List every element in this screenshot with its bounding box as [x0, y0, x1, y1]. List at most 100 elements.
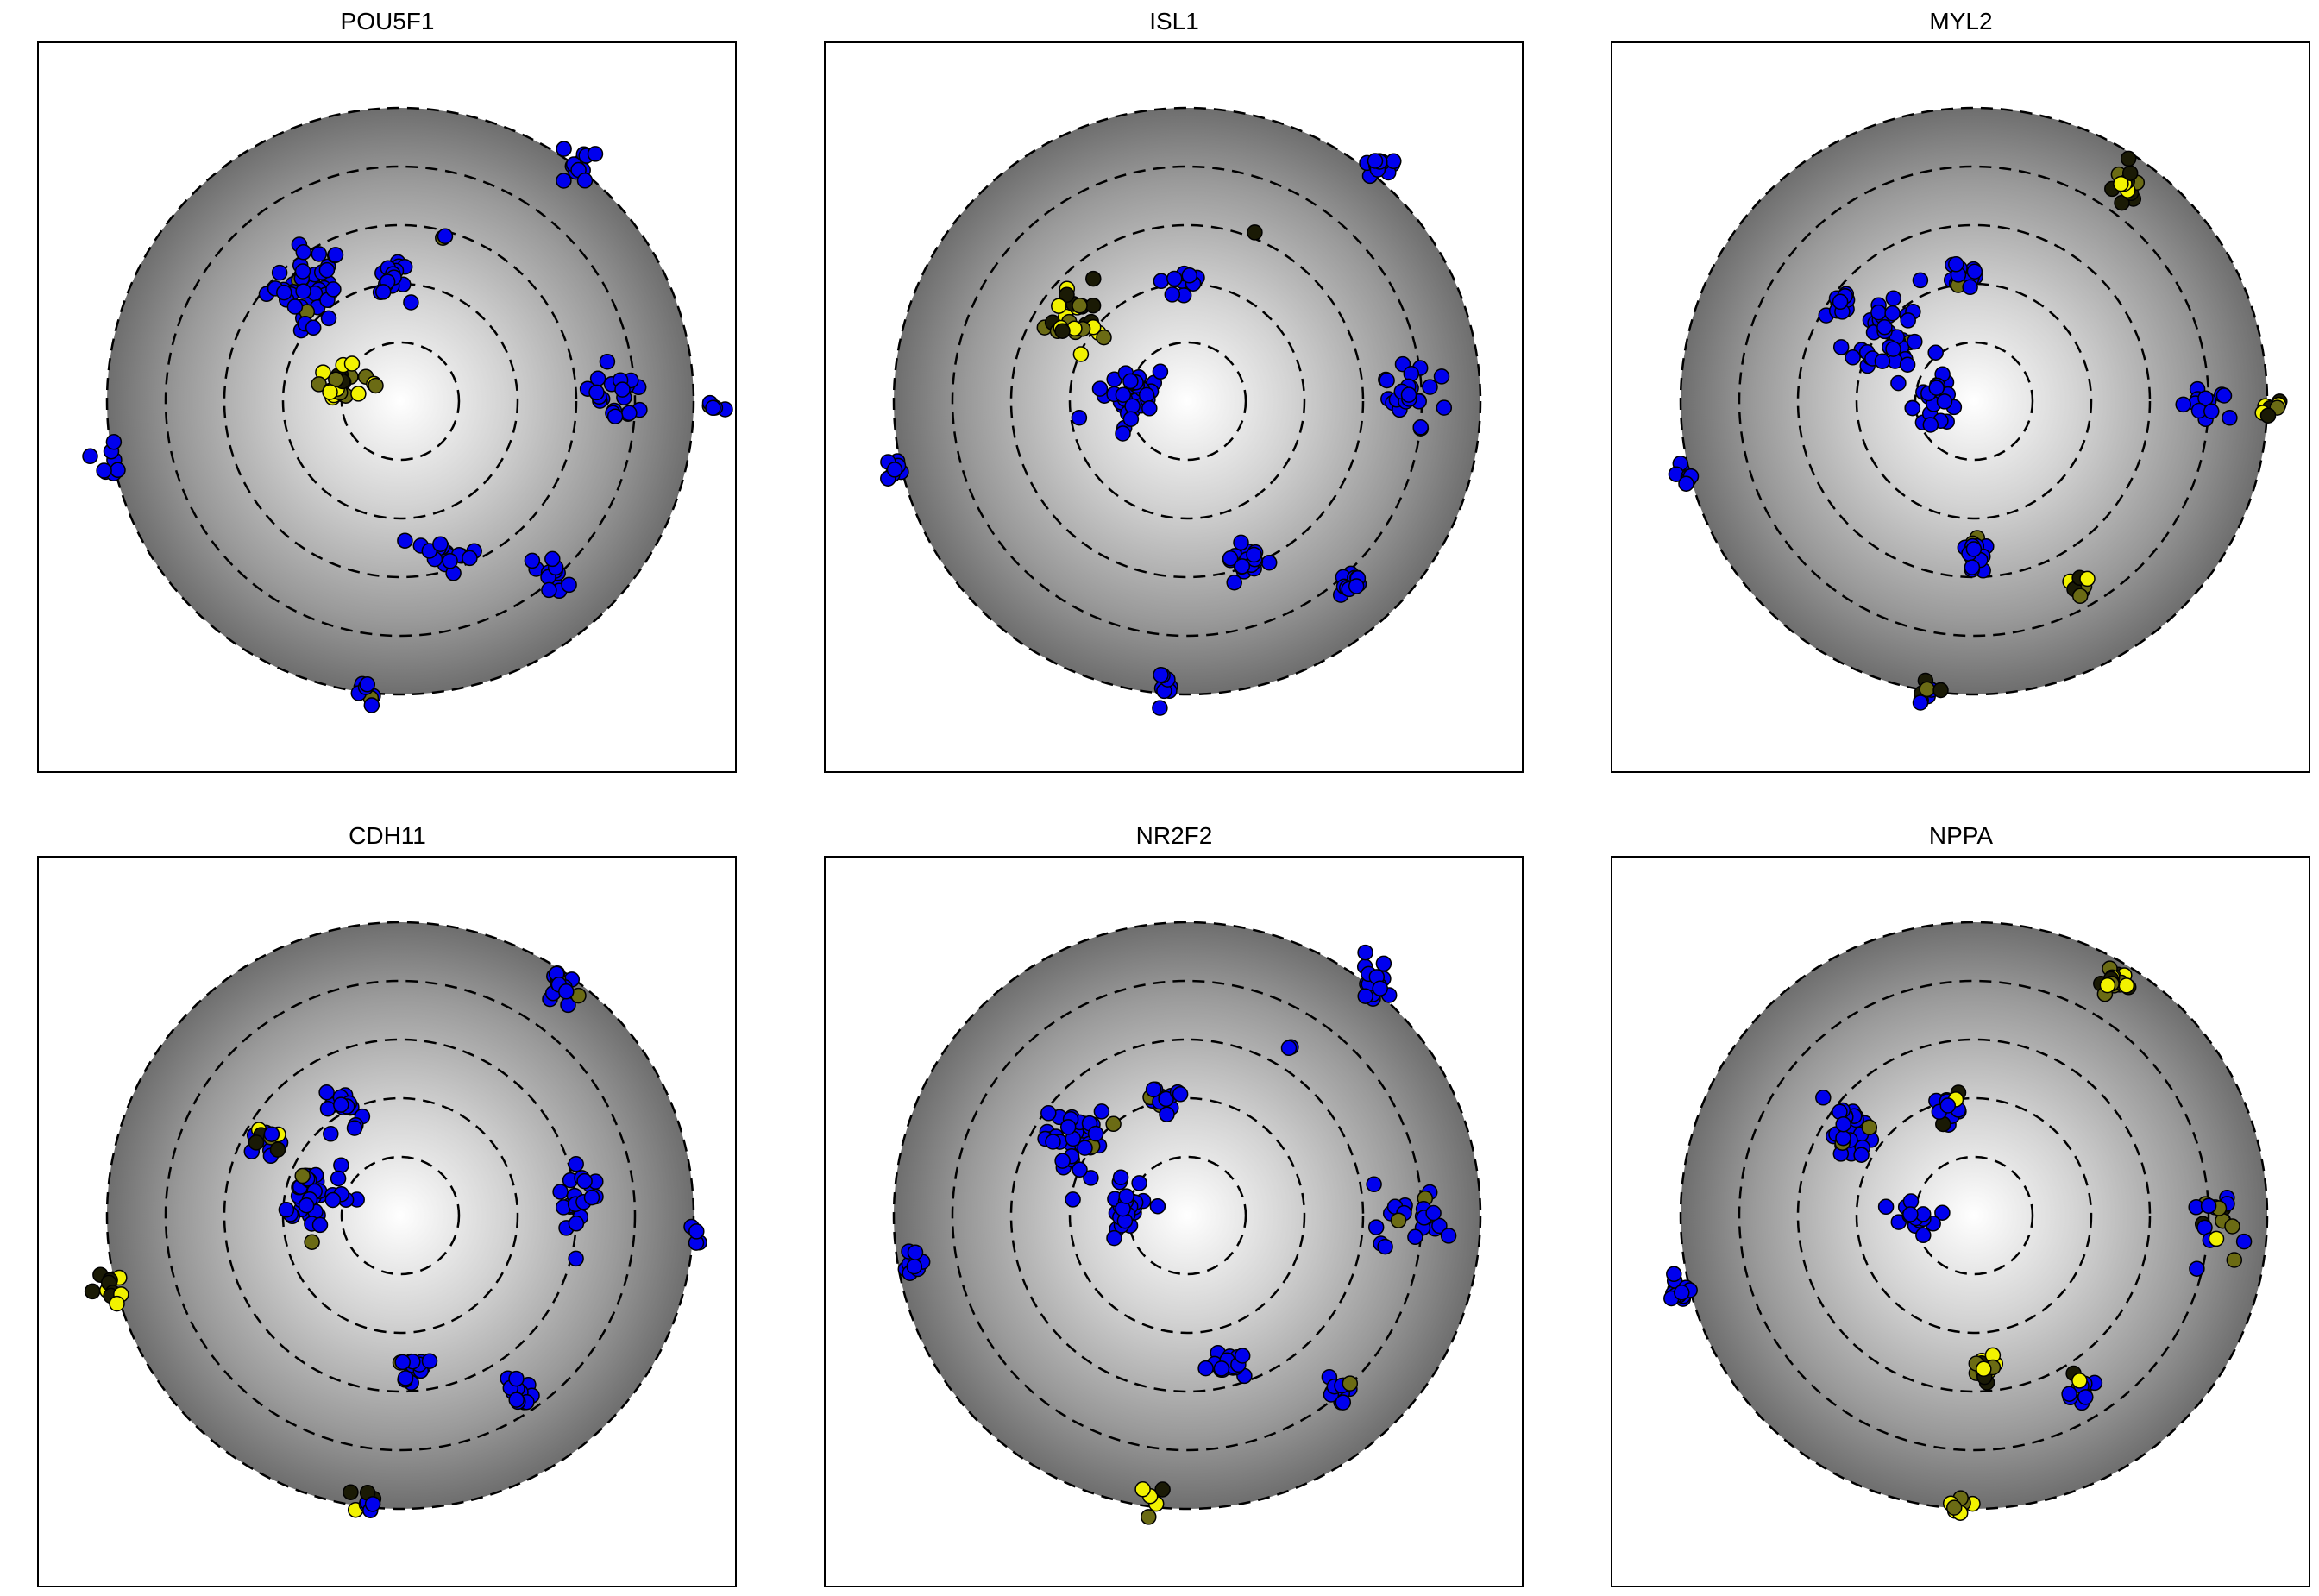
panel-title: POU5F1: [341, 8, 435, 35]
data-point: [327, 247, 344, 263]
data-point: [599, 353, 616, 370]
dashed-ring: [164, 165, 637, 638]
data-point: [544, 550, 561, 568]
data-point: [2099, 977, 2116, 994]
panel-nr2f2: [824, 856, 1524, 1587]
data-point: [330, 1170, 347, 1187]
data-point: [568, 1250, 584, 1267]
dashed-ring: [892, 921, 1482, 1511]
data-point: [1666, 1266, 1682, 1283]
data-point: [1386, 153, 1402, 170]
data-point: [2189, 1260, 2205, 1277]
data-point: [278, 1202, 295, 1218]
data-point: [1122, 411, 1140, 427]
radial-disc: [1681, 108, 2267, 694]
data-point: [397, 532, 413, 549]
data-point: [1367, 1219, 1385, 1235]
data-point: [1260, 554, 1278, 571]
data-point: [576, 1172, 593, 1190]
data-point: [403, 294, 419, 311]
data-point: [1912, 272, 1929, 289]
data-point: [343, 1484, 359, 1500]
data-point: [1246, 546, 1262, 563]
data-point: [1051, 298, 1067, 314]
data-point: [1845, 349, 1861, 366]
data-point: [1966, 263, 1983, 280]
data-point: [1936, 393, 1953, 410]
data-point: [1832, 293, 1849, 311]
data-point: [1065, 1191, 1081, 1208]
data-point: [363, 697, 380, 713]
data-point: [588, 384, 605, 401]
data-point: [432, 536, 449, 552]
data-point: [105, 434, 123, 450]
data-point: [1138, 386, 1155, 404]
data-point: [1106, 1229, 1122, 1247]
data-point: [1948, 256, 1964, 273]
data-point: [1876, 318, 1893, 336]
data-point: [1054, 1153, 1071, 1169]
data-point: [1153, 273, 1170, 290]
data-point: [1335, 1394, 1352, 1411]
data-point: [568, 1216, 585, 1232]
data-point: [1377, 1238, 1393, 1255]
data-point: [294, 1167, 311, 1184]
data-points: [82, 141, 733, 713]
data-point: [1134, 1481, 1151, 1498]
data-point: [1072, 346, 1090, 362]
data-point: [82, 448, 98, 465]
data-point: [552, 1184, 569, 1200]
data-point: [397, 1370, 414, 1386]
dashed-ring: [1855, 1096, 2093, 1335]
data-point: [1164, 286, 1181, 303]
dashed-ring: [1068, 1096, 1306, 1335]
dashed-ring: [1796, 223, 2152, 579]
data-point: [1158, 1090, 1174, 1108]
data-point: [1375, 955, 1392, 972]
data-point: [1342, 1375, 1359, 1392]
data-point: [1436, 399, 1453, 416]
data-point: [1902, 1206, 1919, 1222]
data-point: [1234, 558, 1251, 575]
data-point: [1083, 1170, 1099, 1186]
data-point: [1112, 1169, 1129, 1185]
dashed-ring: [892, 106, 1482, 696]
data-point: [421, 1353, 438, 1369]
data-point: [2113, 175, 2129, 192]
data-point: [541, 581, 557, 599]
data-point: [1096, 329, 1112, 346]
data-point: [2222, 410, 2238, 426]
data-point: [1054, 323, 1071, 339]
data-point: [556, 173, 572, 189]
data-point: [462, 550, 478, 567]
panel-title: NR2F2: [1136, 822, 1213, 849]
data-point: [1357, 944, 1373, 961]
data-point: [1077, 1140, 1093, 1156]
data-points: [897, 944, 1457, 1525]
panel-cdh11: [37, 856, 737, 1587]
data-point: [1965, 541, 1983, 557]
data-point: [2224, 1218, 2240, 1235]
data-point: [325, 281, 342, 298]
data-point: [1912, 694, 1929, 711]
data-point: [2197, 390, 2214, 406]
data-point: [1071, 409, 1088, 426]
data-point: [2079, 570, 2096, 588]
data-point: [1407, 1228, 1423, 1246]
data-point: [1861, 1119, 1878, 1136]
data-point: [394, 1354, 411, 1371]
data-point: [368, 377, 384, 394]
data-point: [2118, 977, 2135, 994]
data-point: [359, 676, 376, 693]
data-point: [1835, 1129, 1851, 1147]
data-point: [2208, 1230, 2225, 1247]
radial-disc: [894, 922, 1480, 1509]
data-point: [1247, 224, 1263, 241]
dashed-ring: [1855, 282, 2093, 520]
data-point: [1939, 1097, 1957, 1114]
data-point: [1280, 1040, 1298, 1057]
data-point: [1122, 373, 1139, 390]
data-point: [276, 284, 292, 301]
data-point: [1234, 1348, 1251, 1364]
data-point: [886, 462, 903, 478]
